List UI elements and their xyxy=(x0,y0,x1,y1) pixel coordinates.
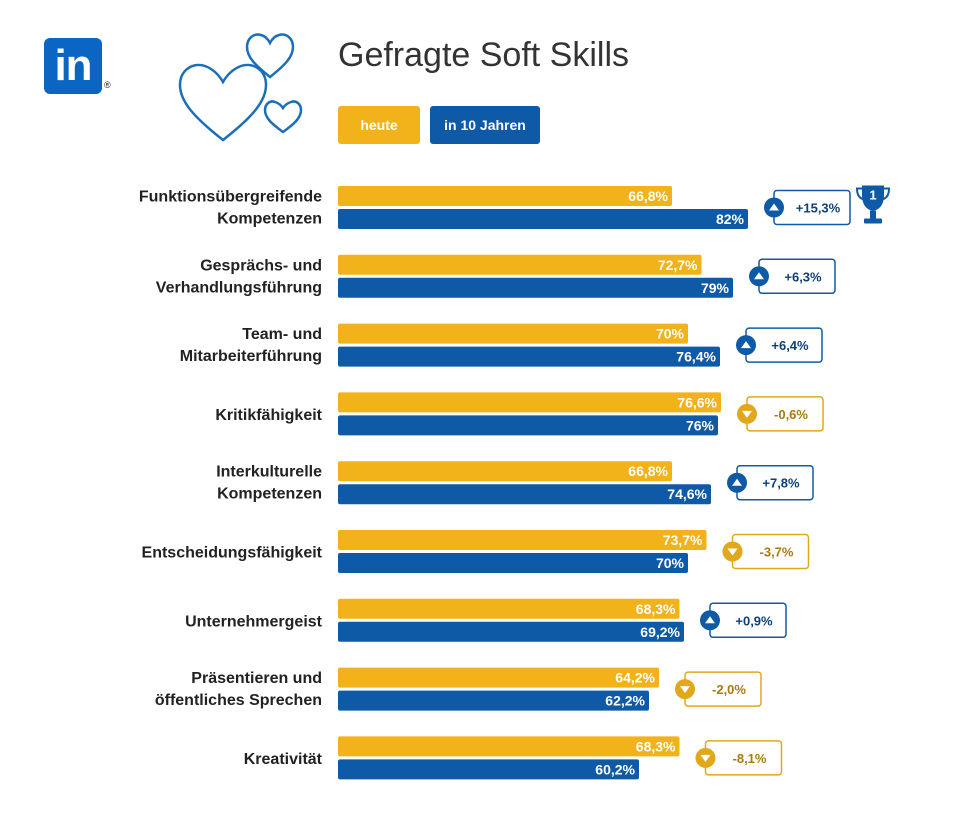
bar-value-label: 70% xyxy=(656,326,685,342)
category-label: Entscheidungsfähigkeit xyxy=(142,545,323,562)
bar-value-label: 66,8% xyxy=(628,463,668,479)
bar-in-10-jahren xyxy=(338,553,688,573)
category-label: Funktionsübergreifende xyxy=(139,189,322,206)
bar-value-label: 74,6% xyxy=(667,486,707,502)
change-value: +7,8% xyxy=(762,476,800,491)
bar-value-label: 79% xyxy=(701,280,730,296)
arrow-glyph xyxy=(754,272,764,280)
bar-value-label: 70% xyxy=(656,555,685,571)
registered-mark: ® xyxy=(104,80,111,90)
bar-value-label: 82% xyxy=(716,211,745,227)
category-label: Kompetenzen xyxy=(217,211,322,228)
bar-heute xyxy=(338,736,680,757)
bar-heute xyxy=(338,323,688,344)
arrow-glyph xyxy=(705,616,715,624)
bar-in-10-jahren xyxy=(338,690,649,711)
bar-value-label: 66,8% xyxy=(628,188,668,204)
change-value: -8,1% xyxy=(733,751,767,766)
trophy-icon xyxy=(855,185,891,224)
chart-title: Gefragte Soft Skills xyxy=(338,36,630,74)
arrow-glyph xyxy=(742,410,752,418)
arrow-glyph xyxy=(700,754,711,762)
arrow-glyph xyxy=(769,203,779,211)
arrow-glyph xyxy=(680,686,690,694)
rank-label: 1 xyxy=(869,188,876,203)
bar-heute xyxy=(338,254,702,275)
hearts-icon xyxy=(178,33,303,142)
arrow-glyph xyxy=(727,548,738,556)
category-label: Kritikfähigkeit xyxy=(215,407,322,424)
category-label: Präsentieren und xyxy=(191,670,322,687)
change-value: +0,9% xyxy=(735,613,773,628)
change-value: -2,0% xyxy=(712,682,746,697)
bar-in-10-jahren xyxy=(338,209,748,229)
arrow-glyph xyxy=(732,478,742,486)
bar-in-10-jahren xyxy=(338,621,684,642)
change-value: +15,3% xyxy=(796,201,841,216)
bar-value-label: 76% xyxy=(686,417,715,433)
change-value: +6,4% xyxy=(771,338,809,353)
bar-heute xyxy=(338,598,680,619)
arrow-glyph xyxy=(741,341,751,349)
bar-value-label: 68,3% xyxy=(636,601,676,617)
bar-heute xyxy=(338,667,659,688)
change-value: +6,3% xyxy=(784,269,822,284)
category-label: öffentliches Sprechen xyxy=(155,692,322,709)
bar-value-label: 69,2% xyxy=(640,624,680,640)
bar-value-label: 72,7% xyxy=(658,257,698,273)
bar-heute xyxy=(338,186,672,206)
bar-heute xyxy=(338,392,721,413)
bar-value-label: 73,7% xyxy=(663,532,703,548)
legend-in-10-jahren: in 10 Jahren xyxy=(430,106,540,144)
category-label: Gesprächs- und xyxy=(200,257,322,274)
category-label: Kompetenzen xyxy=(217,486,322,503)
bar-value-label: 76,6% xyxy=(677,394,717,410)
bar-heute xyxy=(338,530,707,550)
bar-value-label: 68,3% xyxy=(636,738,676,754)
bar-in-10-jahren xyxy=(338,484,711,505)
bar-value-label: 76,4% xyxy=(676,349,716,365)
bar-value-label: 60,2% xyxy=(595,761,635,777)
bar-value-label: 62,2% xyxy=(605,693,645,709)
category-label: Mitarbeiterführung xyxy=(180,348,322,365)
category-label: Unternehmergeist xyxy=(185,613,323,630)
category-label: Interkulturelle xyxy=(216,464,322,481)
bar-in-10-jahren xyxy=(338,346,720,367)
bar-in-10-jahren xyxy=(338,759,639,780)
bar-heute xyxy=(338,461,672,482)
bar-in-10-jahren xyxy=(338,415,718,436)
legend-heute: heute xyxy=(338,106,420,144)
category-label: Verhandlungsführung xyxy=(156,279,322,296)
bar-in-10-jahren xyxy=(338,277,733,298)
change-value: -0,6% xyxy=(774,407,808,422)
bar-value-label: 64,2% xyxy=(615,670,655,686)
linkedin-logo-icon: in xyxy=(44,38,102,94)
category-label: Team- und xyxy=(242,326,322,343)
category-label: Kreativität xyxy=(244,751,323,768)
change-value: -3,7% xyxy=(760,545,794,560)
